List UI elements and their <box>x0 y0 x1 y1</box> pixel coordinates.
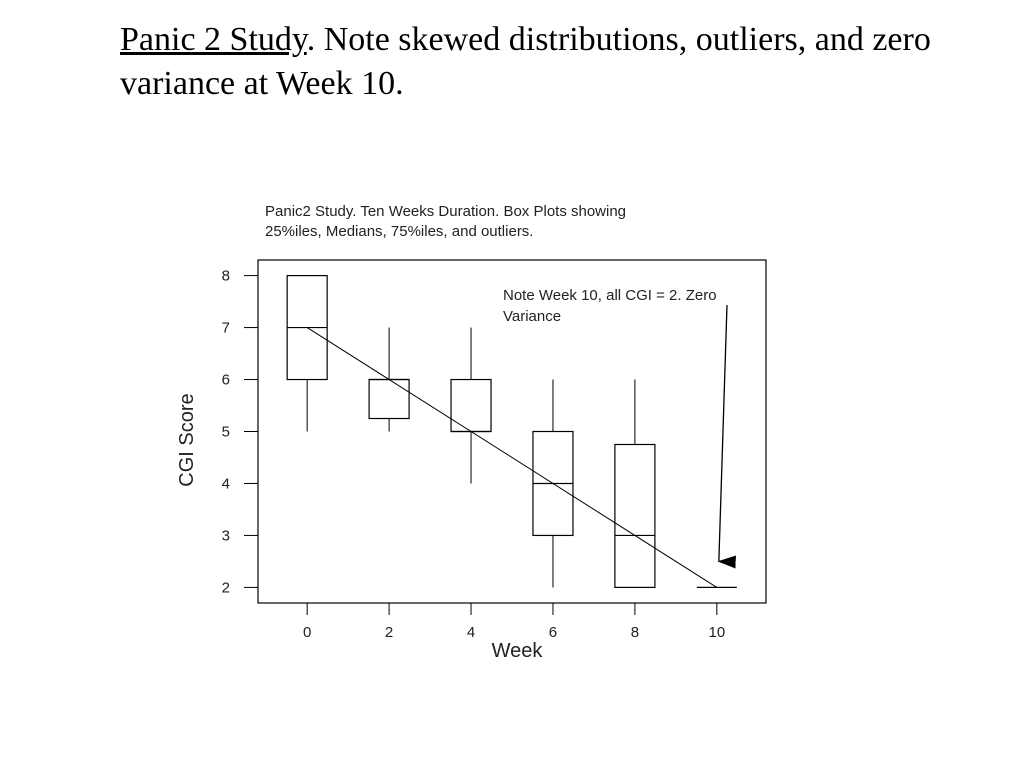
annotation-arrow <box>717 304 736 569</box>
annotation-line-1: Note Week 10, all CGI = 2. Zero <box>503 287 717 304</box>
y-axis-label: CGI Score <box>176 393 198 486</box>
x-tick-label: 6 <box>549 624 557 641</box>
slide-title-underlined: Panic 2 Study <box>120 21 307 58</box>
y-tick-label: 6 <box>222 372 230 389</box>
trend-line <box>306 327 718 588</box>
chart-title-line-2: 25%iles, Medians, 75%iles, and outliers. <box>265 223 533 240</box>
x-tick-label: 4 <box>467 624 475 641</box>
x-tick-label: 0 <box>303 624 311 641</box>
y-tick-label: 8 <box>222 268 230 285</box>
y-tick-label: 5 <box>222 424 230 441</box>
slide-title: Panic 2 Study. Note skewed distributions… <box>120 18 1015 106</box>
x-axis-label: Week <box>492 640 544 662</box>
y-tick-label: 2 <box>222 579 230 596</box>
box-iqr <box>614 443 656 589</box>
x-tick-label: 8 <box>631 624 639 641</box>
box-week-0 <box>286 274 328 432</box>
box-week-4 <box>450 327 492 484</box>
x-tick-label: 10 <box>708 624 725 641</box>
box-week-8 <box>614 379 656 589</box>
y-tick-label: 7 <box>222 320 230 337</box>
chart-title-line-1: Panic2 Study. Ten Weeks Duration. Box Pl… <box>265 203 626 220</box>
box-iqr <box>450 378 492 433</box>
box-iqr <box>368 378 410 420</box>
y-tick-label: 4 <box>222 475 230 492</box>
annotation-line-2: Variance <box>503 308 561 325</box>
x-tick-label: 2 <box>385 624 393 641</box>
slide-title-rest: . Note skewed distributions, outliers, a… <box>120 21 931 102</box>
y-tick-label: 3 <box>222 527 230 544</box>
x-axis: 0 2 4 6 8 10 <box>303 603 725 641</box>
y-axis: 2 3 4 5 6 7 8 <box>222 268 258 596</box>
